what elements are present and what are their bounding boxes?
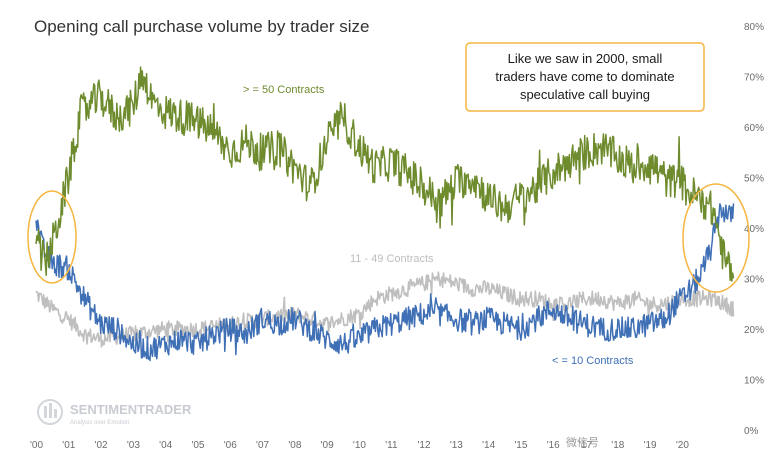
x-tick-label: '11 [385, 440, 398, 450]
watermark-tagline: Analysis over Emotion [70, 420, 129, 426]
x-tick-label: '09 [321, 440, 334, 450]
y-tick-label: 80% [744, 22, 764, 33]
x-tick-label: '13 [450, 440, 463, 450]
x-tick-label: '20 [676, 440, 689, 450]
highlight-ellipse-2021 [682, 183, 750, 293]
watermark-bar-icon [49, 403, 52, 418]
source-watermark: 微信号 [566, 435, 599, 449]
y-tick-label: 0% [744, 426, 759, 437]
series-label-small: < = 10 Contracts [552, 355, 634, 367]
x-tick-label: '16 [547, 440, 560, 450]
x-tick-label: '14 [482, 440, 495, 450]
x-axis: '00 '01 '02 '03 '04 '05 '06 '07 '08 '09 '10 '11 '12 '… [30, 440, 689, 450]
y-tick-label: 40% [744, 224, 764, 235]
x-tick-label: '12 [418, 440, 431, 450]
x-tick-label: '19 [644, 440, 657, 450]
x-tick-label: '15 [514, 440, 527, 450]
series-label-large: > = 50 Contracts [243, 84, 325, 96]
annotation-line-1: Like we saw in 2000, small [508, 51, 663, 66]
annotation-line-2: traders have come to dominate [495, 69, 674, 84]
y-tick-label: 50% [744, 174, 764, 185]
annotation-box: Like we saw in 2000, small traders have … [465, 42, 705, 112]
series-layer [35, 66, 735, 362]
chart-title: Opening call purchase volume by trader s… [34, 17, 369, 36]
x-tick-label: '00 [30, 440, 43, 450]
x-tick-label: '01 [62, 440, 75, 450]
sentimentrader-watermark: SENTIMENTRADER Analysis over Emotion [37, 399, 192, 426]
x-tick-label: '03 [127, 440, 140, 450]
x-tick-label: '07 [256, 440, 269, 450]
series-line-mid [35, 271, 735, 348]
series-line-small [35, 203, 735, 362]
y-tick-label: 60% [744, 123, 764, 134]
y-tick-label: 30% [744, 275, 764, 286]
x-tick-label: '08 [288, 440, 301, 450]
annotation-border [465, 42, 705, 112]
series-line-large [35, 66, 735, 282]
watermark-logo-icon [37, 399, 63, 425]
watermark-bar-icon [54, 409, 57, 418]
x-tick-label: '04 [159, 440, 172, 450]
y-tick-label: 70% [744, 73, 764, 84]
highlight-ellipse-2000 [27, 190, 77, 284]
watermark-bar-icon [44, 406, 47, 418]
x-tick-label: '10 [353, 440, 366, 450]
y-tick-label: 10% [744, 376, 764, 387]
series-label-mid: 11 - 49 Contracts [350, 253, 434, 265]
y-tick-label: 20% [744, 325, 764, 336]
watermark-name: SENTIMENTRADER [70, 402, 192, 417]
x-tick-label: '06 [224, 440, 237, 450]
annotation-line-3: speculative call buying [520, 87, 650, 102]
x-tick-label: '02 [95, 440, 108, 450]
x-tick-label: '17 [579, 440, 592, 450]
y-axis: 0% 10% 20% 30% 40% 50% 60% 70% 80% [744, 22, 764, 437]
x-tick-label: '05 [191, 440, 204, 450]
x-tick-label: '18 [611, 440, 624, 450]
